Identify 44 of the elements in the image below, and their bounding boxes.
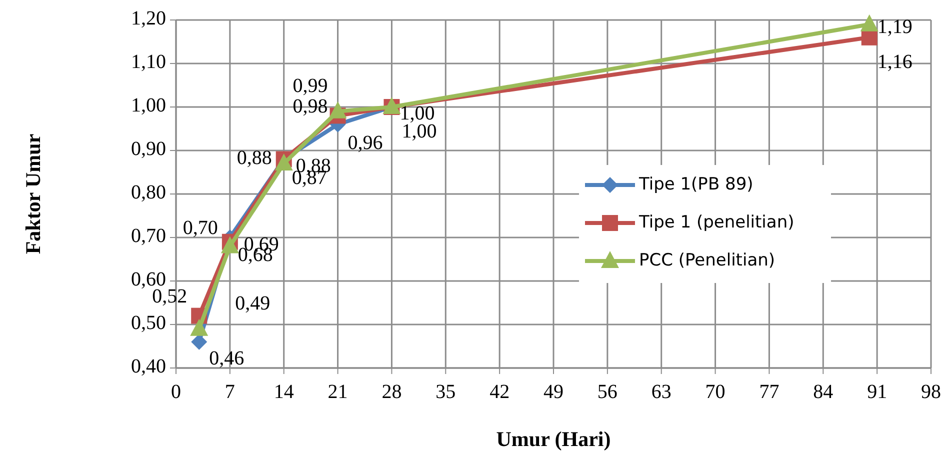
y-tick-label: 1,20 (131, 8, 166, 30)
x-tick-label: 7 (224, 381, 235, 403)
x-tick-label: 56 (597, 381, 618, 403)
x-tick-label: 98 (921, 381, 941, 403)
y-tick-label: 0,80 (131, 182, 166, 204)
x-tick-label: 49 (544, 381, 564, 403)
y-tick-label: 0,90 (131, 138, 166, 160)
x-tick-label: 84 (813, 381, 834, 403)
data-label: 0,52 (152, 285, 188, 308)
legend-label: Tipe 1 (penelitian) (638, 212, 794, 233)
point (191, 334, 208, 350)
y-axis-title: Faktor Umur (21, 134, 45, 254)
y-tick-label: 1,00 (131, 94, 166, 117)
legend-label: Tipe 1(PB 89) (638, 174, 754, 195)
legend-label: PCC (Penelitian) (639, 250, 776, 271)
x-tick-label: 35 (436, 381, 456, 403)
data-label: 0,46 (209, 347, 244, 370)
data-label: 0,98 (292, 95, 328, 118)
x-tick-label: 14 (274, 381, 294, 403)
y-tick-label: 1,10 (131, 51, 166, 74)
point (220, 236, 239, 254)
data-label: 0,49 (235, 292, 270, 314)
data-label: 1,19 (877, 16, 912, 38)
data-label: 0,96 (348, 132, 383, 154)
y-tick-label: 0,70 (131, 225, 166, 248)
point (328, 101, 347, 118)
y-tick-label: 0,40 (131, 356, 166, 378)
x-tick-label: 28 (382, 381, 402, 403)
data-label: 0,88 (236, 146, 272, 169)
data-label: 0,99 (292, 74, 328, 97)
point (190, 318, 208, 336)
x-tick-label: 70 (705, 381, 726, 403)
y-tick-label: 0,50 (131, 312, 166, 334)
point (274, 154, 293, 171)
data-label: 0,70 (182, 217, 218, 240)
point (860, 14, 878, 32)
x-tick-label: 42 (490, 381, 510, 403)
x-tick-label: 91 (867, 381, 888, 403)
x-tick-label: 63 (651, 381, 672, 403)
x-tick-label: 0 (171, 381, 181, 403)
x-tick-label: 21 (328, 381, 348, 403)
data-label: 1,16 (877, 50, 912, 73)
x-tick-label: 77 (759, 381, 780, 403)
x-axis-title: Umur (Hari) (496, 427, 611, 451)
